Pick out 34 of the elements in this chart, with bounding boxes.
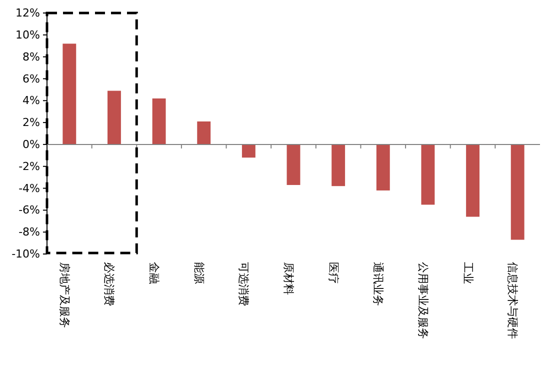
bar: [466, 144, 480, 217]
y-tick-label: 0%: [22, 138, 40, 151]
bar: [108, 90, 121, 144]
x-tick-label: 通讯业务: [372, 262, 385, 306]
y-tick-label: 10%: [16, 28, 40, 42]
x-tick-label: 必选消费: [102, 262, 116, 306]
bar: [510, 144, 524, 240]
bar: [242, 144, 256, 158]
y-tick-label: -6%: [18, 204, 40, 217]
y-tick-label: 12%: [16, 6, 40, 20]
y-tick-label: 8%: [22, 50, 40, 64]
x-tick-label: 能源: [192, 262, 206, 284]
bar: [286, 144, 300, 185]
x-tick-label: 可选消费: [237, 262, 250, 306]
bar: [152, 98, 166, 144]
bar: [421, 144, 435, 205]
bar: [376, 144, 390, 190]
y-tick-label: -10%: [12, 248, 40, 261]
y-tick-label: -4%: [18, 182, 40, 195]
y-tick-label: 2%: [22, 116, 40, 130]
x-tick-label: 医疗: [326, 262, 340, 284]
x-tick-label: 公用事业及服务: [416, 262, 430, 339]
x-tick-label: 房地产及服务: [58, 262, 71, 328]
x-tick-label: 原材料: [282, 262, 295, 295]
x-tick-label: 信息技术与硬件: [506, 262, 520, 339]
y-tick-label: 4%: [22, 94, 40, 108]
bar: [332, 144, 346, 186]
bar: [197, 121, 211, 144]
y-tick-label: 6%: [22, 72, 40, 86]
x-tick-label: 工业: [461, 262, 474, 284]
bar: [62, 44, 76, 144]
x-tick-label: 金融: [148, 262, 161, 284]
y-tick-label: -2%: [18, 160, 40, 173]
y-tick-label: -8%: [18, 226, 40, 239]
